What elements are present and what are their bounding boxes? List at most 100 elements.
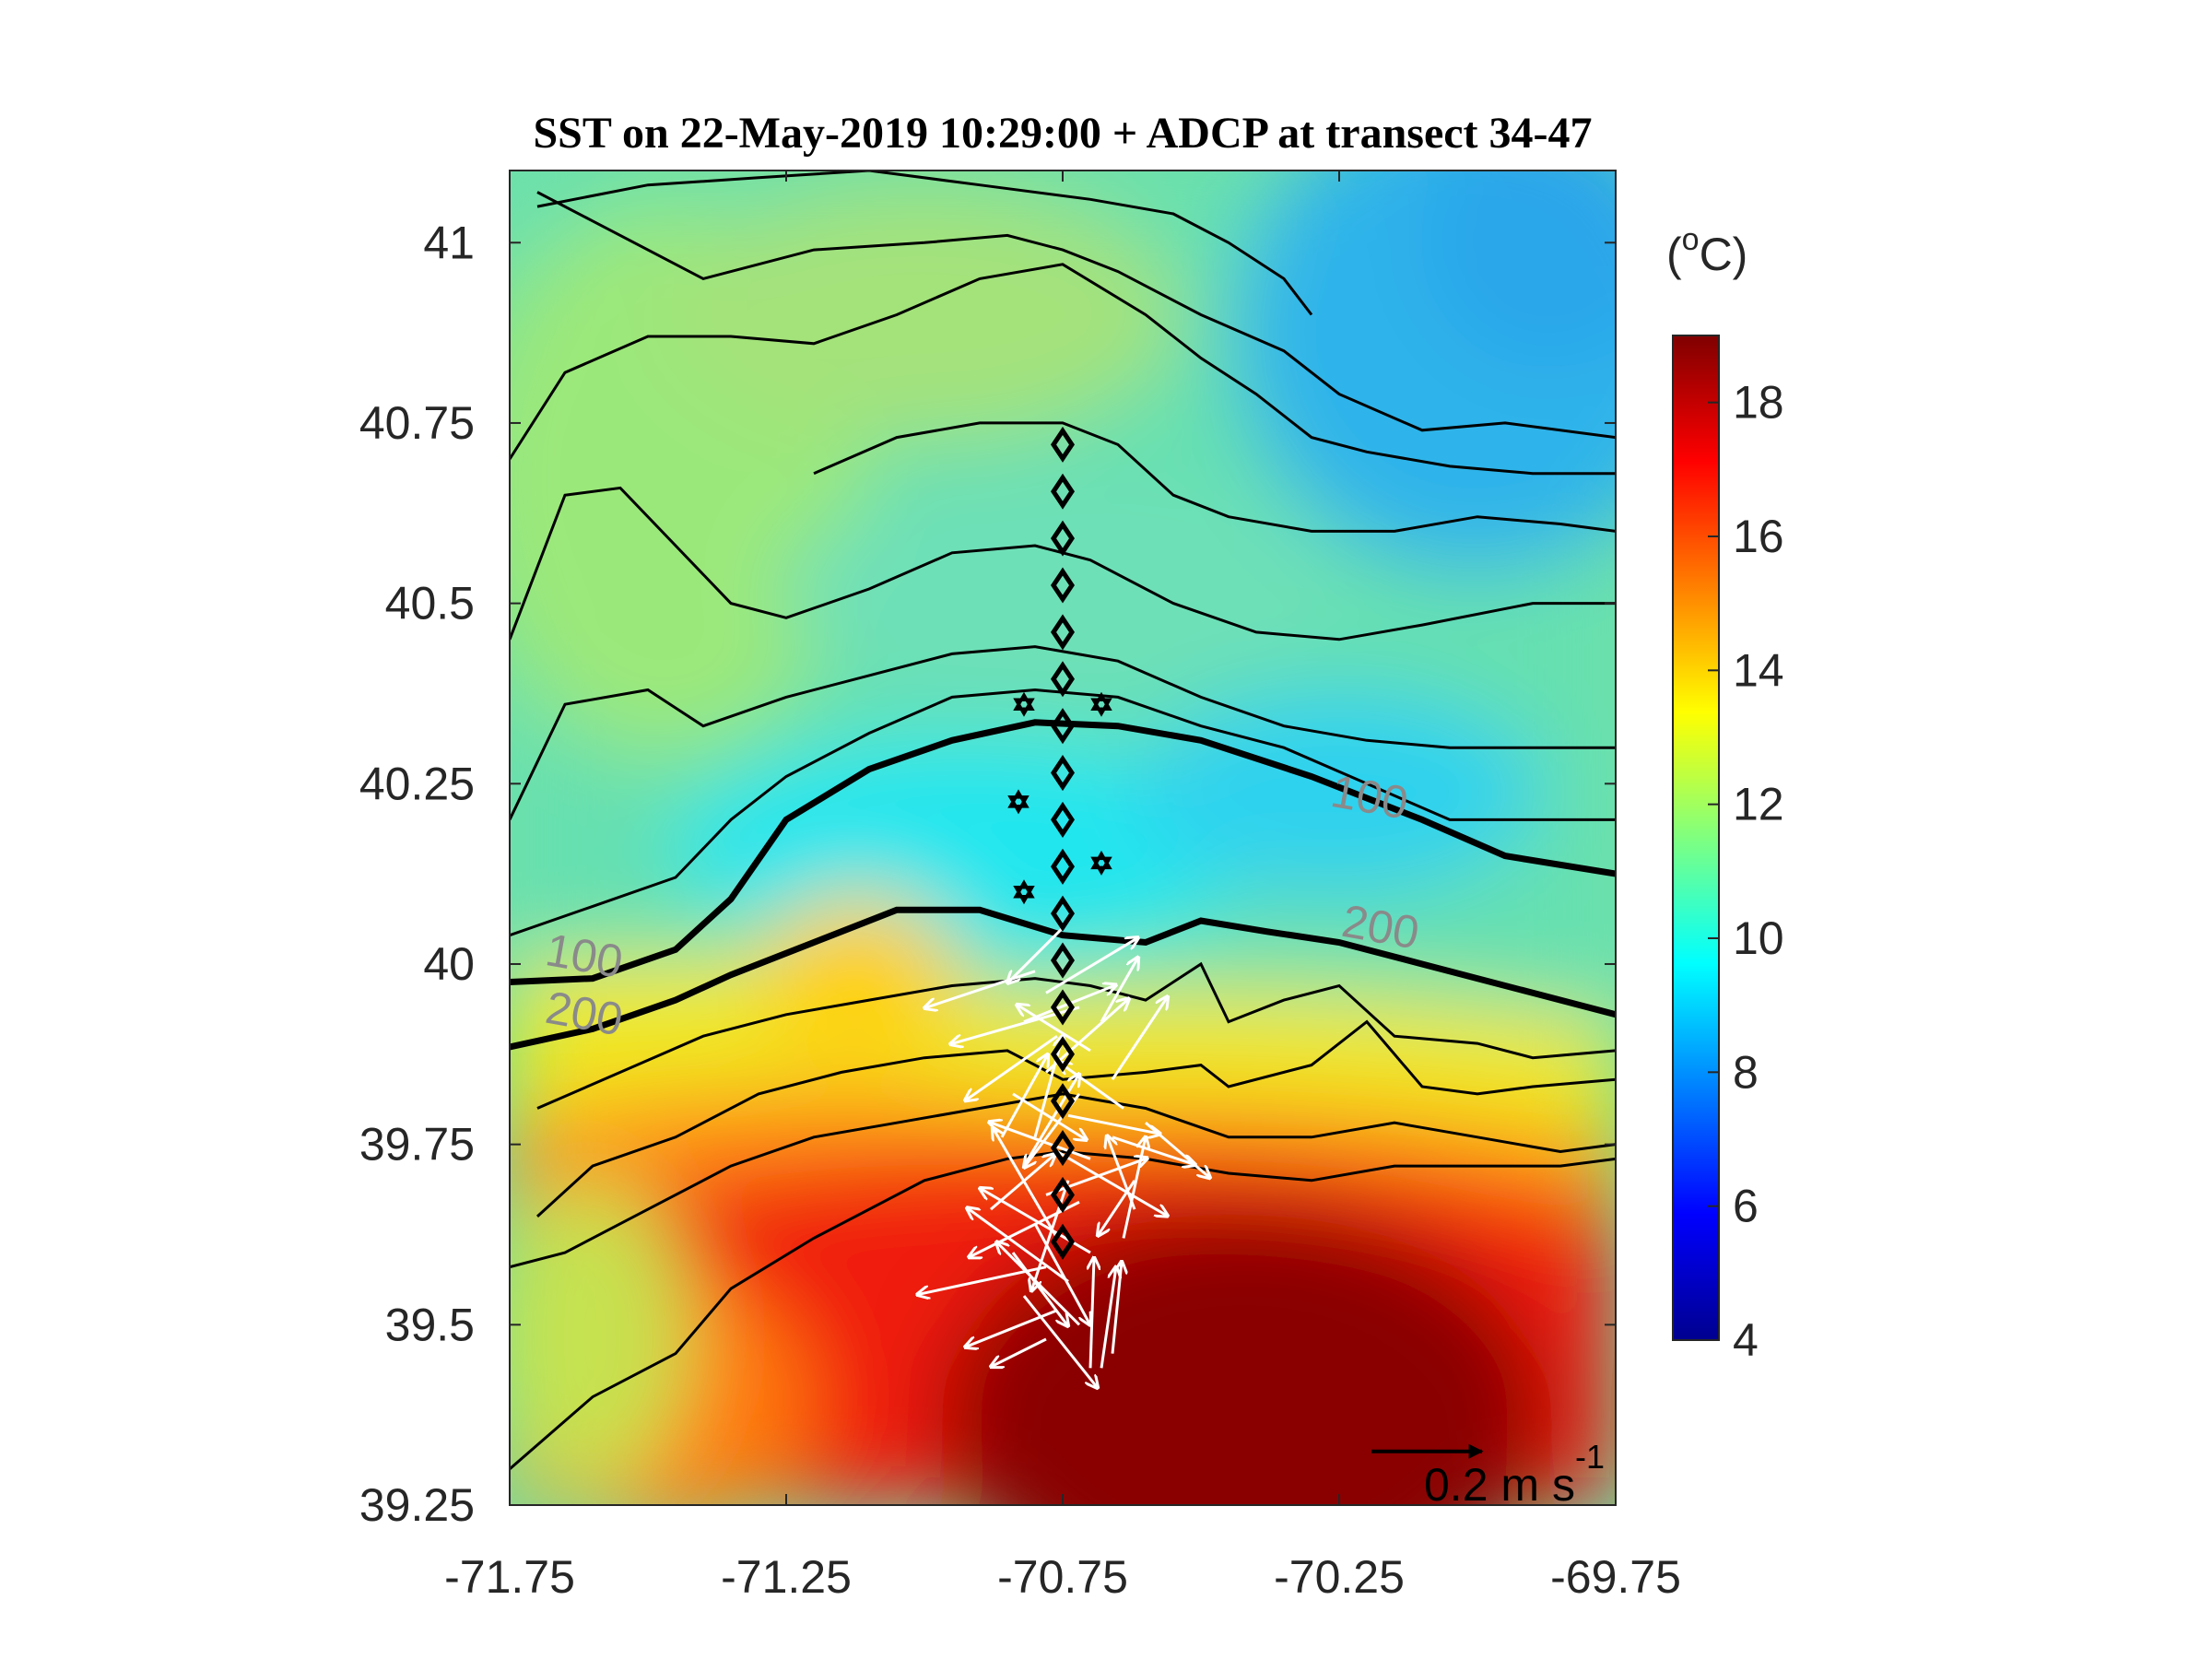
adcp-vector (1100, 1266, 1116, 1369)
x-tick-label: -70.25 (1274, 1551, 1405, 1603)
contour-line-10 (510, 1149, 1616, 1471)
adcp-vector (1022, 1295, 1098, 1388)
contour-line-1 (536, 171, 1313, 316)
x-axis: -71.75 -71.25 -70.75 -70.25 -69.75 (444, 171, 1681, 1603)
y-tick-label: 41 (423, 217, 475, 268)
adcp-vector (1022, 1074, 1079, 1167)
station-marker (1050, 801, 1076, 838)
y-axis: 39.25 39.5 39.75 40 40.25 40.5 40.75 41 (359, 217, 1616, 1531)
station-marker (1050, 1176, 1076, 1213)
station-marker (1050, 614, 1076, 651)
y-tick-label: 40.25 (359, 758, 475, 809)
colorbar-tick-label: 18 (1733, 377, 1784, 429)
station-marker (1050, 1223, 1076, 1260)
isobath-200 (510, 906, 1616, 1051)
mooring-markers (1007, 691, 1112, 905)
station-marker (1050, 708, 1076, 745)
station-marker (1050, 755, 1076, 792)
y-tick-label: 40 (423, 938, 475, 990)
scale-vector: 0.2 m s-1 (1371, 1438, 1605, 1511)
station-marker (1050, 848, 1076, 885)
isobath-100 (510, 719, 1616, 985)
adcp-vector (965, 1309, 1058, 1347)
y-tick-label: 39.75 (359, 1119, 475, 1171)
adcp-vector (1112, 1135, 1195, 1165)
y-tick-label: 40.75 (359, 397, 475, 449)
colorbar-tick-label: 14 (1733, 644, 1784, 696)
contour-line-5 (510, 645, 1616, 821)
contour-line-2 (510, 263, 1616, 476)
station-marker (1050, 520, 1076, 557)
contour-line-7 (536, 961, 1616, 1110)
station-marker (1050, 1036, 1076, 1073)
x-tick-label: -69.75 (1550, 1551, 1681, 1603)
adcp-vector (1012, 1092, 1087, 1140)
adcp-vector (1000, 1054, 1048, 1138)
y-tick-label: 39.25 (359, 1479, 475, 1531)
adcp-vector (1067, 1113, 1160, 1134)
adcp-vector (993, 1127, 1059, 1240)
colorbar (1672, 335, 1720, 1341)
colorbar-tick-label: 4 (1733, 1314, 1759, 1366)
adcp-vector (1045, 937, 1138, 994)
colorbar-unit: (oC) (1666, 222, 1747, 280)
adcp-vector (991, 1337, 1047, 1367)
station-marker (1050, 426, 1076, 463)
chart-title: SST on 22-May-2019 10:29:00 + ADCP at tr… (533, 109, 1592, 158)
adcp-vector (1059, 1063, 1124, 1110)
contour-line-4 (510, 486, 1616, 641)
adcp-vector (1031, 1180, 1070, 1291)
colorbar-tick-label: 12 (1733, 779, 1784, 830)
adcp-vector (969, 1200, 1080, 1257)
station-marker (1050, 567, 1076, 604)
ctd-stations (1050, 426, 1076, 1260)
adcp-vector (1033, 1036, 1063, 1138)
contour-line-3 (813, 421, 1616, 533)
mooring-marker (1013, 879, 1035, 905)
y-tick-label: 39.5 (385, 1299, 475, 1350)
adcp-vector (1111, 996, 1168, 1081)
adcp-vector (1145, 1122, 1210, 1178)
colorbar-tick-label: 16 (1733, 511, 1784, 562)
station-marker (1050, 1130, 1076, 1167)
adcp-vector (1056, 1150, 1168, 1216)
contour-line-6 (510, 688, 1616, 937)
adcp-vector (1090, 1257, 1094, 1369)
mooring-marker (1090, 850, 1112, 876)
adcp-vector (1045, 1158, 1147, 1196)
x-tick-label: -71.75 (444, 1551, 575, 1603)
x-tick-label: -70.75 (997, 1551, 1128, 1603)
adcp-vector (1033, 1223, 1090, 1325)
contour-line-8 (535, 1019, 1616, 1218)
adcp-vector (1007, 926, 1065, 983)
adcp-vector (996, 1241, 1081, 1326)
station-marker (1050, 942, 1076, 979)
x-tick-label: -71.25 (721, 1551, 852, 1603)
contour-line-0 (536, 191, 1616, 440)
adcp-vector (1122, 1136, 1146, 1239)
sst-contours (510, 171, 1616, 1471)
mooring-marker (1090, 691, 1112, 717)
adcp-vector (924, 970, 1036, 1008)
adcp-vector (990, 1154, 1055, 1211)
station-marker (1050, 1083, 1076, 1120)
isobath-lines (510, 719, 1616, 1051)
station-marker (1050, 989, 1076, 1026)
station-marker (1050, 661, 1076, 698)
y-tick-label: 40.5 (385, 578, 475, 629)
colorbar-tick-label: 8 (1733, 1046, 1759, 1098)
colorbar-ticks: 4 6 8 10 12 14 16 18 (1708, 377, 1784, 1366)
scale-label: 0.2 m s-1 (1424, 1438, 1605, 1511)
adcp-vector (967, 1207, 1069, 1283)
adcp-vector (1111, 1262, 1122, 1354)
contour-line-9 (510, 1092, 1616, 1269)
colorbar-tick-label: 6 (1733, 1181, 1759, 1232)
adcp-vector (965, 1035, 1058, 1100)
adcp-vector (1107, 1135, 1136, 1210)
mooring-marker (1013, 691, 1035, 717)
station-marker (1050, 473, 1076, 510)
adcp-vector (1011, 1252, 1068, 1326)
station-marker (1050, 895, 1076, 932)
colorbar-tick-label: 10 (1733, 912, 1784, 964)
